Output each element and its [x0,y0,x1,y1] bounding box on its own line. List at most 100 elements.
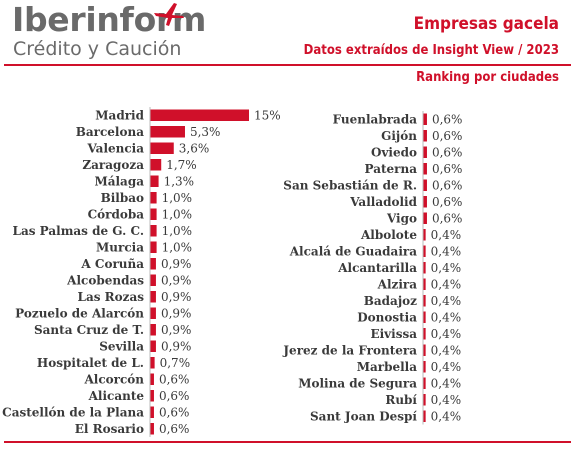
bar [150,307,156,319]
category-label: Jerez de la Frontera [282,343,417,357]
value-label: 0,6% [159,389,190,403]
category-label: Zaragoza [82,158,144,172]
bar [150,241,157,253]
value-label: 0,6% [159,372,190,386]
bar [150,390,154,402]
value-label: 0,4% [431,376,462,390]
bar [423,163,427,175]
category-label: Las Rozas [78,290,145,304]
value-label: 0,4% [431,228,462,242]
category-label: San Sebastián de R. [283,178,417,192]
category-label: Valladolid [349,195,417,209]
bar [423,377,426,389]
value-label: 0,6% [432,112,463,126]
value-label: 0,4% [431,294,462,308]
value-label: 0,9% [161,323,192,337]
bar [423,262,426,274]
bar [423,278,426,290]
bar [423,361,426,373]
bar [150,192,157,204]
category-label: Bilbao [101,191,144,205]
value-label: 0,6% [432,178,463,192]
value-label: 0,6% [432,162,463,176]
bar [150,258,156,270]
bar [423,229,426,241]
value-label: 1,7% [166,158,197,172]
value-label: 3,6% [179,141,210,155]
chart-title: Empresas gacela [413,14,559,34]
category-label: Rubí [385,393,417,407]
category-label: Hospitalet de L. [37,356,144,370]
category-label: Alcalá de Guadaira [289,244,417,258]
category-label: Las Palmas de G. C. [13,224,144,238]
category-label: Molina de Segura [298,376,417,390]
value-label: 0,6% [432,145,463,159]
category-label: Fuenlabrada [333,112,418,126]
category-label: Donostia [357,310,417,324]
bar [150,142,174,154]
bar [423,146,427,158]
bar [150,208,157,220]
bar [150,423,154,435]
category-label: Vigo [386,211,417,225]
category-label: Sevilla [99,339,144,353]
bar [150,324,156,336]
bar [423,196,427,208]
value-label: 0,7% [160,356,191,370]
bar [423,245,426,257]
category-label: Alzira [377,277,418,291]
value-label: 0,4% [431,327,462,341]
value-label: 0,9% [161,257,192,271]
value-label: 0,4% [431,393,462,407]
value-label: 0,9% [161,273,192,287]
value-label: 0,6% [432,211,463,225]
category-label: Oviedo [371,145,417,159]
category-label: Málaga [94,174,144,188]
bar [423,295,426,307]
value-label: 0,4% [431,409,462,423]
plane-icon [154,3,184,26]
category-label: El Rosario [75,422,144,436]
bar [423,394,426,406]
bar [423,410,426,422]
category-label: Paterna [365,162,418,176]
category-label: Valencia [86,141,144,155]
bar [150,340,156,352]
bar [150,225,157,237]
value-label: 0,4% [431,261,462,275]
bar [150,109,249,121]
bar [150,357,155,369]
value-label: 5,3% [190,125,221,139]
value-label: 1,0% [162,207,193,221]
bar [423,179,427,191]
category-label: Castellón de la Plana [2,405,144,419]
category-label: Córdoba [88,207,145,221]
bar [423,311,426,323]
ranking-label: Ranking por ciudades [416,70,559,85]
logo-tagline: Crédito y Caución [13,38,182,60]
value-label: 1,0% [162,224,193,238]
bar [150,175,159,187]
top-divider [4,64,571,66]
category-label: Pozuelo de Alarcón [15,306,144,320]
value-label: 0,4% [431,360,462,374]
category-label: Madrid [95,108,144,122]
category-label: Barcelona [76,125,144,139]
category-label: Eivissa [370,327,417,341]
bottom-divider [4,441,571,443]
value-label: 1,0% [162,240,193,254]
value-label: 0,6% [432,195,463,209]
value-label: 0,4% [431,244,462,258]
bar [423,130,427,142]
value-label: 1,3% [164,174,195,188]
value-label: 0,6% [159,422,190,436]
value-label: 15% [254,108,281,122]
value-label: 0,9% [161,290,192,304]
category-label: Alcorcón [83,372,144,386]
category-label: Alcobendas [66,273,144,287]
bar [423,113,427,125]
bar [150,373,154,385]
category-label: Albolote [360,228,417,242]
value-label: 1,0% [162,191,193,205]
bar [423,328,426,340]
